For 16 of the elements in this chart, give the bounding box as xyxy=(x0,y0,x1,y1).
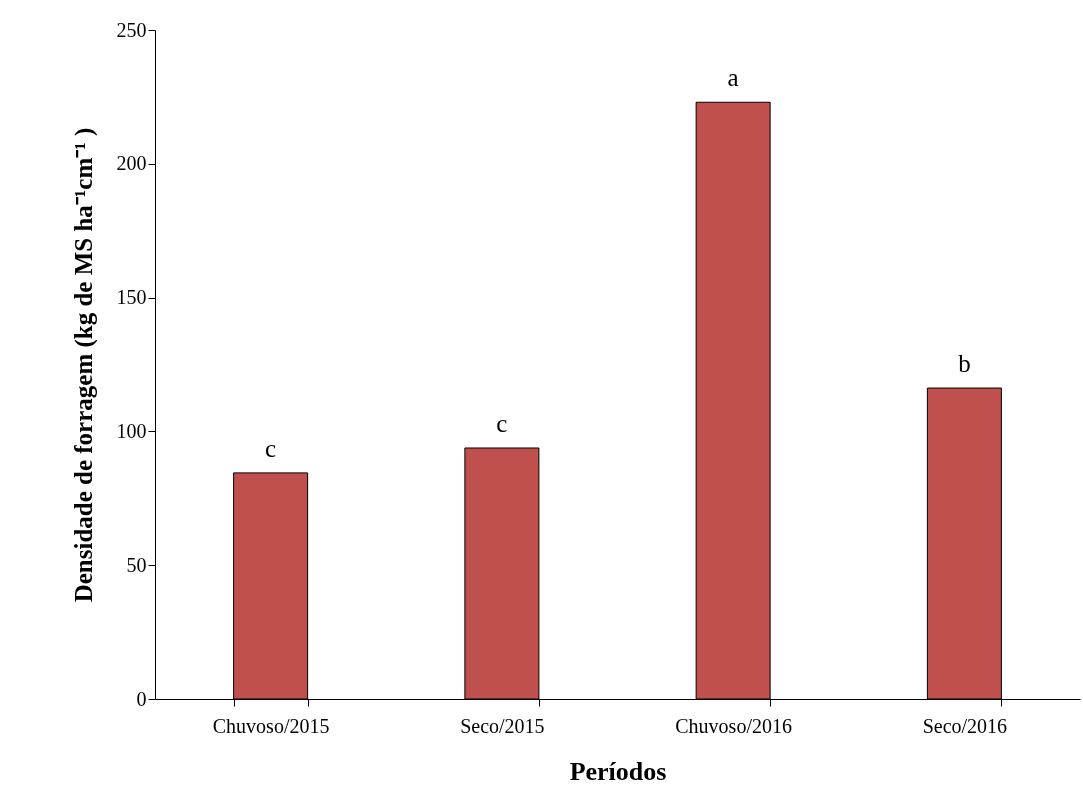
x-tick-label: Seco/2016 xyxy=(922,714,1008,737)
annotation: b xyxy=(958,350,971,378)
x-tick-label: Seco/2015 xyxy=(460,714,545,737)
x-tick-label: Chuvoso/2015 xyxy=(212,714,330,737)
y-tick-label: 50 xyxy=(126,553,147,576)
y-tick-label: 100 xyxy=(116,419,147,442)
y-tick-label: 250 xyxy=(116,18,147,41)
y-tick-label: 0 xyxy=(136,687,147,710)
annotation: c xyxy=(265,434,277,462)
x-axis-title: Períodos xyxy=(569,756,667,786)
y-axis-title: Densidade de forragem (kg de MS ha⁻¹cm⁻¹ ) xyxy=(69,127,98,603)
y-tick-label: 200 xyxy=(116,152,147,175)
annotation: a xyxy=(727,64,739,92)
y-tick-label: 150 xyxy=(116,286,147,309)
annotation: c xyxy=(496,409,508,437)
x-tick-label: Chuvoso/2016 xyxy=(675,714,792,737)
